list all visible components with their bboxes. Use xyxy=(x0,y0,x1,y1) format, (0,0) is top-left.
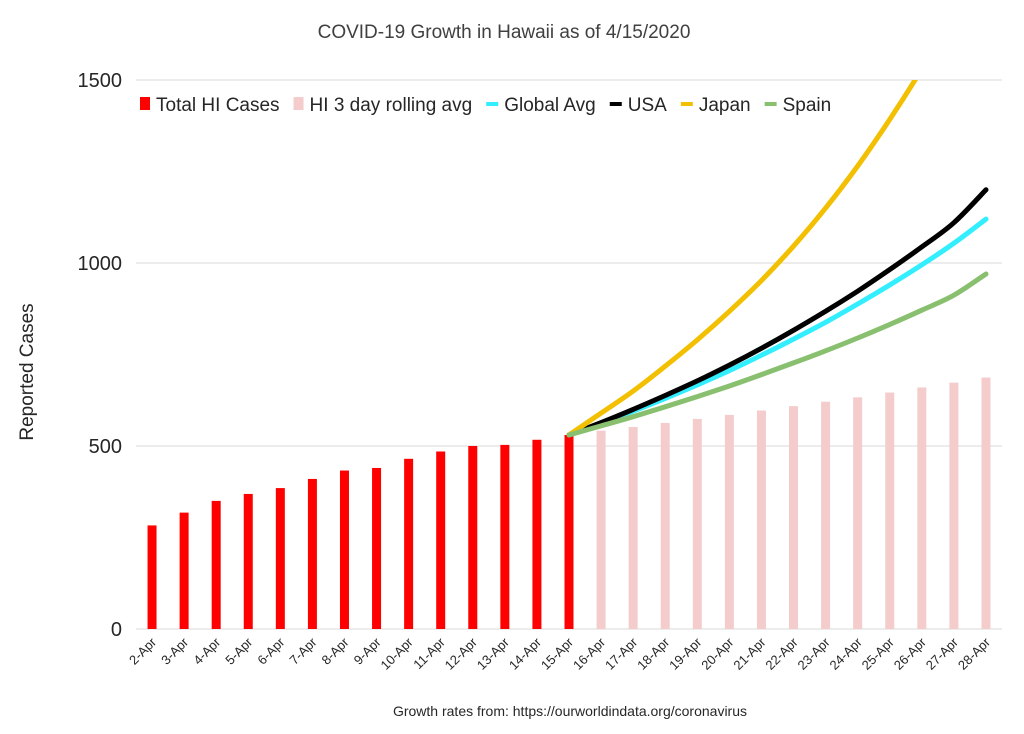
x-tick-label: 13-Apr xyxy=(474,634,513,673)
x-tick-label: 11-Apr xyxy=(410,634,448,672)
y-tick-label: 500 xyxy=(89,436,122,458)
bar xyxy=(596,430,606,629)
series-line xyxy=(566,187,989,438)
x-tick-label: 20-Apr xyxy=(698,634,737,673)
x-tick-label: 24-Apr xyxy=(827,634,866,673)
x-tick-label: 8-Apr xyxy=(319,634,353,668)
x-tick-label: 12-Apr xyxy=(442,634,481,673)
series-line xyxy=(566,80,918,438)
x-tick-label: 7-Apr xyxy=(286,634,320,668)
legend-label: Global Avg xyxy=(504,95,596,116)
bar xyxy=(243,493,253,629)
bar xyxy=(724,414,734,629)
x-tick-label: 27-Apr xyxy=(923,634,962,673)
bar xyxy=(564,435,574,629)
x-tick-label: 14-Apr xyxy=(506,634,545,673)
bar xyxy=(339,470,349,629)
x-tick-label: 17-Apr xyxy=(602,634,641,673)
bar xyxy=(307,478,317,629)
x-tick-label: 16-Apr xyxy=(570,634,609,673)
bar xyxy=(500,444,510,629)
bar xyxy=(404,458,414,629)
legend-swatch xyxy=(293,97,304,110)
bar xyxy=(949,382,959,629)
bar xyxy=(821,401,831,629)
x-tick-label: 21-Apr xyxy=(730,634,769,673)
bar xyxy=(917,387,927,629)
x-tick-label: 28-Apr xyxy=(955,634,994,673)
x-tick-label: 26-Apr xyxy=(891,634,930,673)
bar xyxy=(981,377,991,629)
x-tick-label: 2-Apr xyxy=(126,634,160,668)
legend-label: Japan xyxy=(699,95,751,116)
bar xyxy=(211,500,221,629)
bar xyxy=(692,418,702,629)
x-tick-label: 19-Apr xyxy=(666,634,705,673)
x-tick-label: 3-Apr xyxy=(158,634,192,668)
y-tick-label: 0 xyxy=(111,619,122,641)
x-tick-label: 5-Apr xyxy=(222,634,256,668)
bars xyxy=(147,377,991,629)
bar xyxy=(275,488,285,629)
x-tick-label: 22-Apr xyxy=(762,634,801,673)
series-lines xyxy=(566,80,989,438)
x-tick-label: 25-Apr xyxy=(859,634,898,673)
x-tick-label: 18-Apr xyxy=(634,634,673,673)
legend-label: HI 3 day rolling avg xyxy=(310,95,473,116)
bar xyxy=(789,406,799,629)
legend-label: Spain xyxy=(783,95,832,116)
bar xyxy=(885,392,895,629)
bar xyxy=(628,426,638,629)
x-tick-label: 15-Apr xyxy=(538,634,577,673)
bar xyxy=(436,451,446,629)
y-axis-label: Reported Cases xyxy=(17,303,38,440)
legend-label: USA xyxy=(628,95,667,116)
bar xyxy=(147,525,157,629)
source-note: Growth rates from: https://ourworldindat… xyxy=(393,703,747,719)
series-line xyxy=(566,271,989,438)
x-tick-label: 10-Apr xyxy=(378,634,417,673)
x-tick-label: 23-Apr xyxy=(795,634,834,673)
legend-label: Total HI Cases xyxy=(156,95,280,116)
legend-swatch xyxy=(140,97,150,110)
bar xyxy=(179,512,189,629)
bar xyxy=(468,446,478,629)
bar xyxy=(660,422,670,629)
y-tick-label: 1000 xyxy=(78,253,123,275)
bar xyxy=(853,397,863,629)
bar xyxy=(372,467,382,629)
bar xyxy=(532,439,542,629)
y-axis-ticks: 0 500 1000 1500 xyxy=(78,70,123,641)
y-tick-label: 1500 xyxy=(78,70,123,92)
bar xyxy=(756,410,766,629)
x-tick-label: 4-Apr xyxy=(190,634,224,668)
legend: Total HI Cases HI 3 day rolling avg Global… xyxy=(140,95,831,116)
chart-title: COVID-19 Growth in Hawaii as of 4/15/202… xyxy=(318,22,691,43)
x-tick-label: 6-Apr xyxy=(254,634,288,668)
x-axis-ticks: 2-Apr3-Apr4-Apr5-Apr6-Apr7-Apr8-Apr9-Apr… xyxy=(126,634,993,673)
